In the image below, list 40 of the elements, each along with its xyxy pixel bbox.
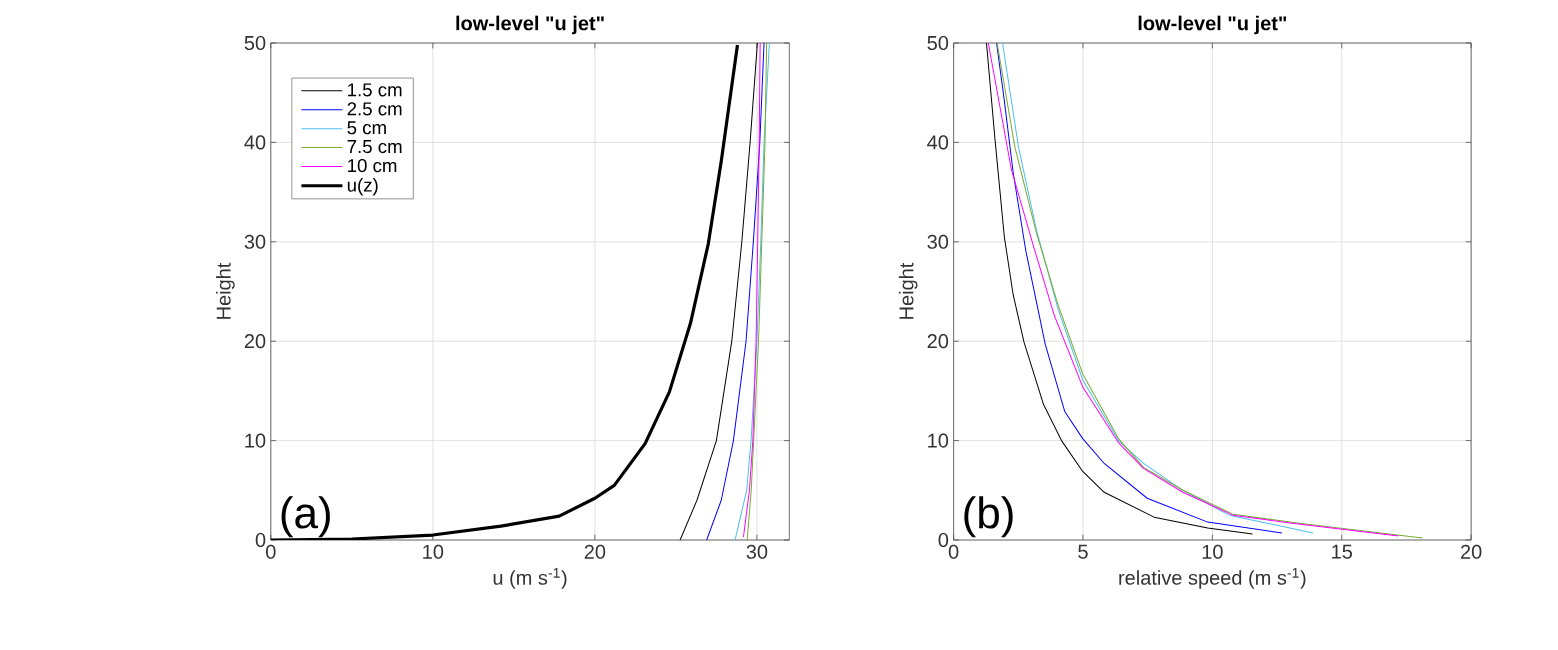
line-series	[270, 43, 740, 540]
x-tick-label: 10	[423, 544, 444, 559]
y-tick-label: 50	[244, 35, 266, 51]
x-axis-title: u (m s$^{-1}$)	[493, 568, 567, 589]
legend-label: 10 cm	[348, 158, 397, 173]
y-tick-label: 20	[927, 334, 949, 349]
y-tick-label: 40	[244, 135, 266, 150]
legend-label: 5 cm	[347, 121, 386, 135]
x-axis-title: relative speed (m s$^{-1}$)	[1119, 568, 1306, 589]
y-tick-label: 0	[255, 532, 266, 548]
y-tick-label: 0	[938, 532, 949, 548]
chart-title: low-level "u jet"	[456, 15, 604, 35]
x-tick-label: 0	[266, 544, 276, 559]
x-tick-label: 10	[1202, 544, 1223, 559]
line-series	[679, 42, 758, 540]
annotation: (b)	[964, 496, 1013, 538]
legend-label: 1.5 cm	[348, 83, 402, 97]
y-tick-label: 30	[244, 234, 266, 249]
y-tick-label: 30	[927, 234, 949, 249]
y-tick-label: 20	[244, 334, 266, 349]
x-tick-label: 20	[584, 544, 606, 559]
y-axis-title: Height	[898, 262, 918, 319]
x-tick-label: 15	[1332, 544, 1353, 559]
y-tick-label: 10	[928, 433, 949, 448]
x-tick-label: 30	[746, 544, 768, 559]
legend-label: 2.5 cm	[347, 102, 402, 116]
line-series	[706, 42, 765, 540]
chart-title: low-level "u jet"	[1138, 15, 1287, 35]
x-tick-label: 0	[948, 544, 959, 559]
line-series	[734, 42, 770, 540]
y-axis-title: Height	[216, 262, 235, 319]
y-tick-label: 50	[927, 35, 949, 51]
annotation: (a)	[281, 496, 330, 538]
line-series	[742, 42, 761, 538]
y-tick-label: 10	[245, 433, 266, 448]
x-tick-label: 20	[1461, 544, 1482, 559]
y-tick-label: 40	[927, 135, 949, 150]
x-tick-label: 5	[1078, 544, 1088, 559]
legend-label: u(z)	[347, 177, 378, 196]
legend-label: 7.5 cm	[347, 140, 402, 154]
